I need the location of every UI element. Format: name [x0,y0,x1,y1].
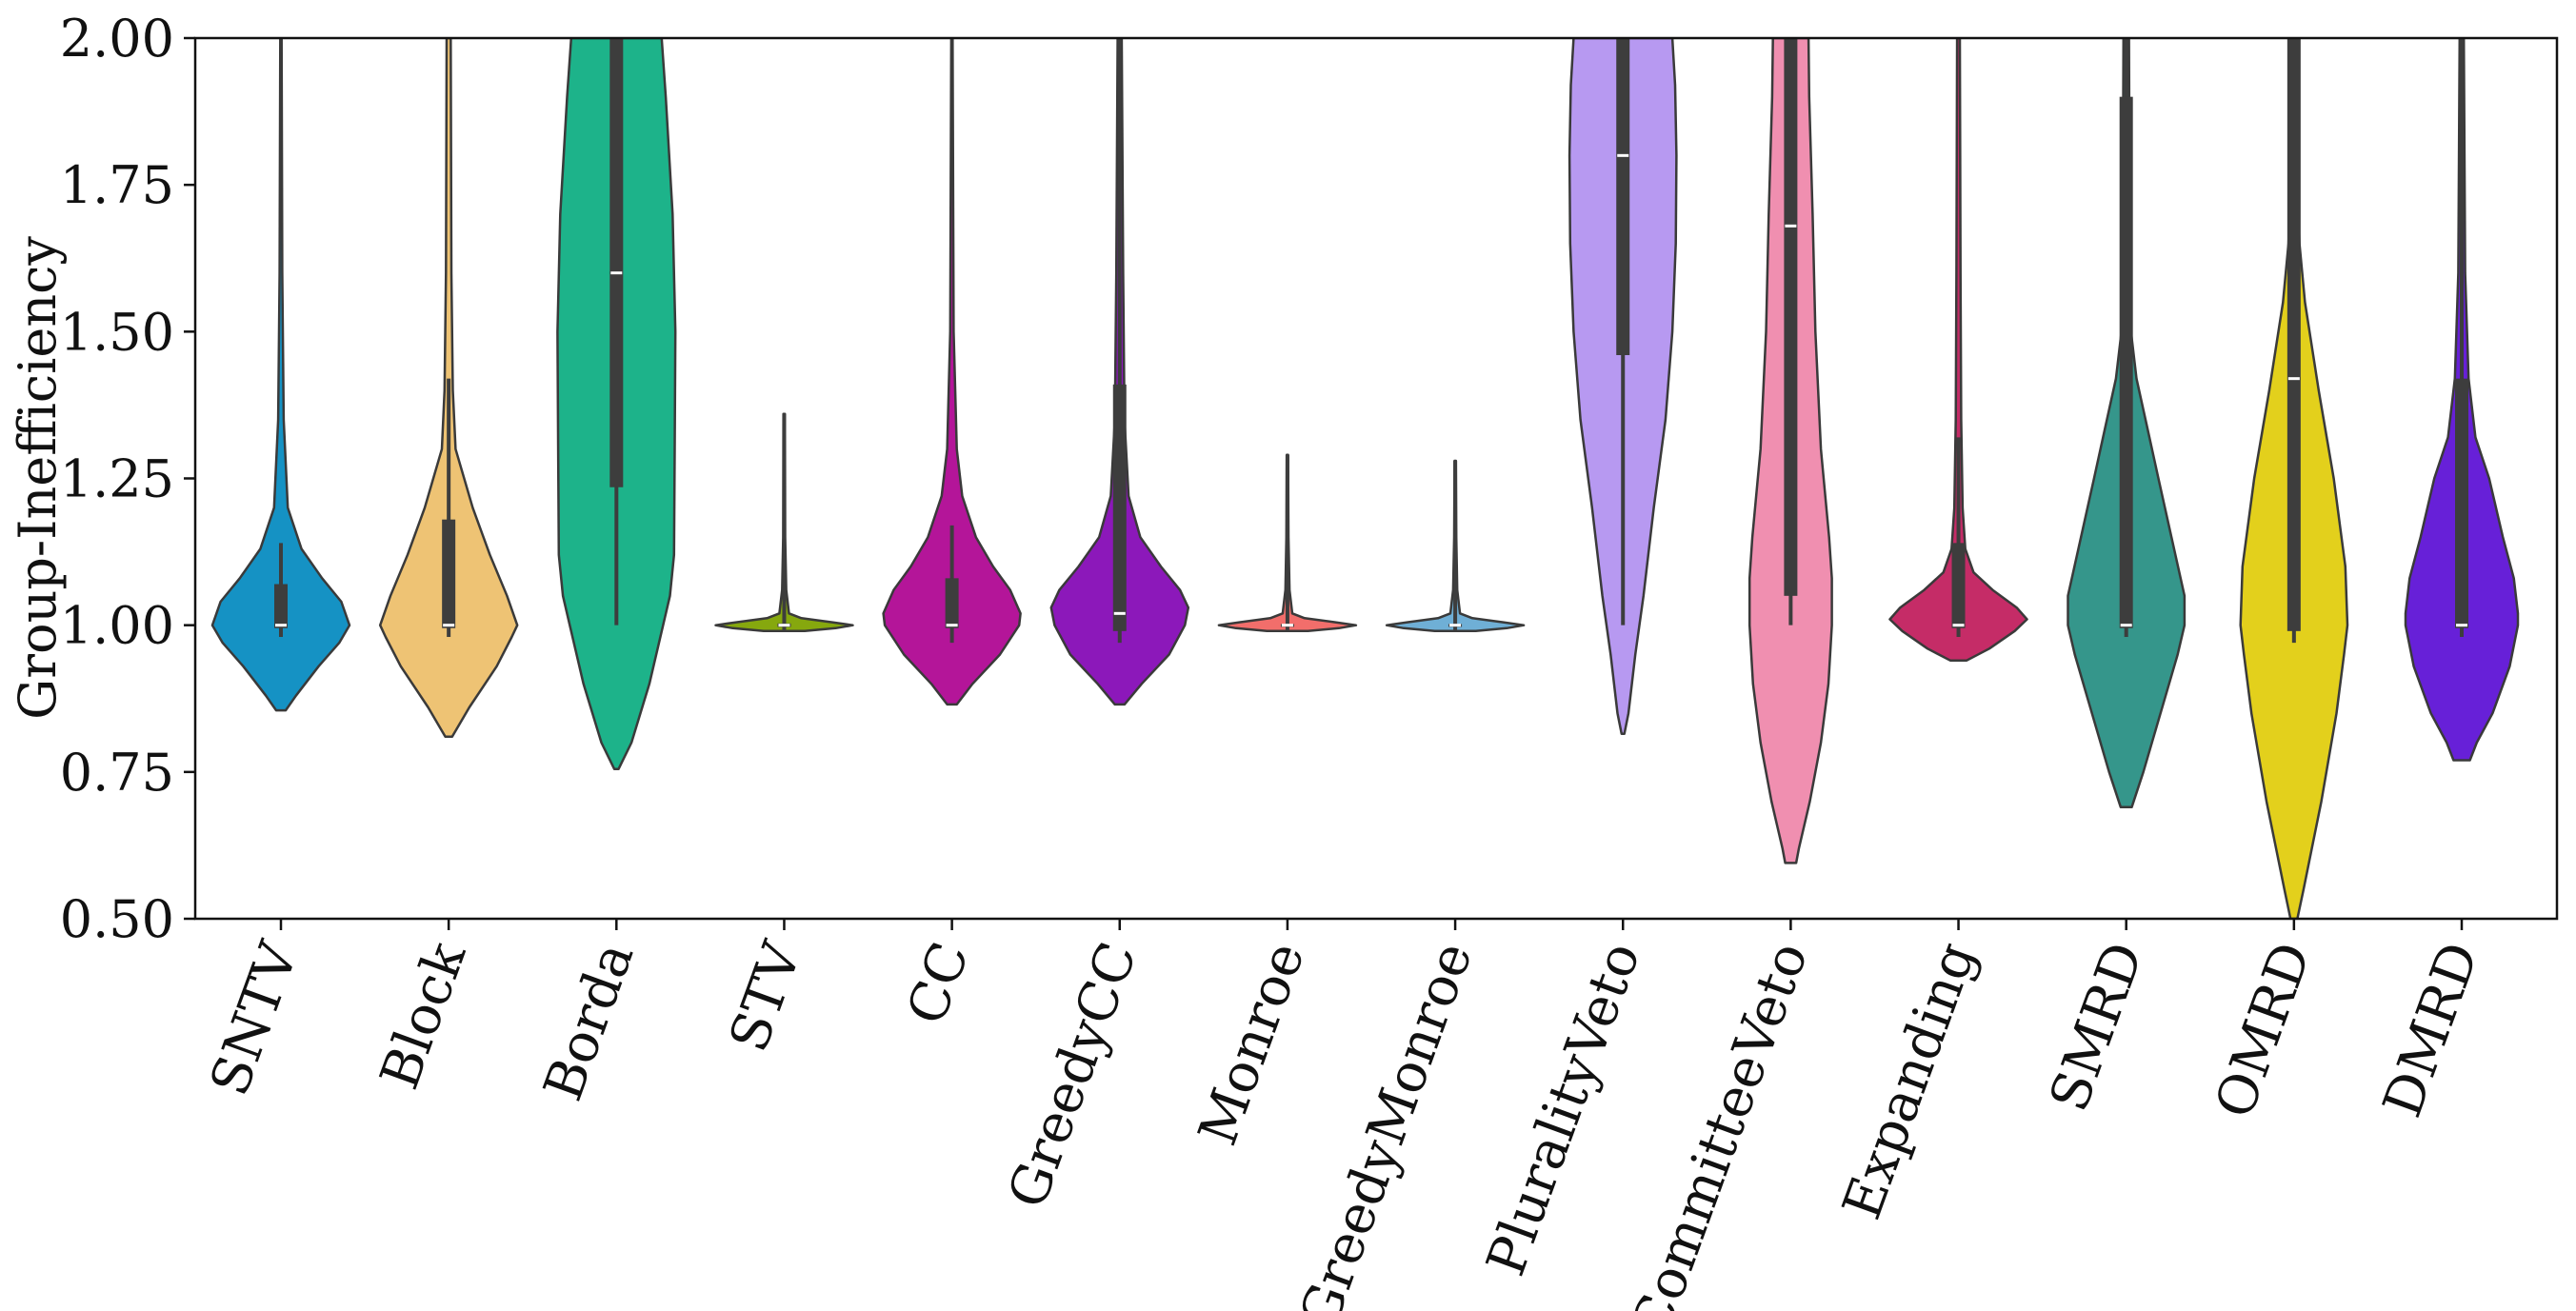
violin-cc [882,38,1022,706]
violin-iqr-box [442,519,456,628]
y-axis-title: Group-Inefficiency [8,236,68,720]
violin-iqr-box [1616,38,1630,355]
x-tick-label: SNTV [199,933,311,1103]
x-tick-label: SMRD [2038,935,2156,1120]
violin-iqr-box [945,578,959,628]
violin-iqr-box [2455,378,2468,628]
violin-iqr-box [2286,38,2301,631]
y-tick-label: 1.75 [60,155,174,215]
violin-sntv [210,38,351,712]
plot-frame [193,36,2559,921]
violin-layer [210,38,2520,919]
x-tick-label: Block [369,934,479,1098]
x-tick-label: OMRD [2204,935,2324,1126]
y-axis: 0.50 0.75 1.00 1.25 1.50 1.75 2.00 [60,9,195,949]
x-tick-label: CC [895,935,981,1033]
x-axis: SNTV Block Borda STV CC GreedyCC MonroeGreedyM… [199,919,2491,1311]
violin-expanding [1888,38,2028,662]
x-tick-label: PluralityVeto [1475,935,1652,1284]
x-tick-label: Monroe [1187,935,1317,1154]
violin-group [210,38,2520,919]
y-tick-label: 2.00 [60,9,174,69]
x-tick-label: Borda [532,935,647,1109]
x-tick-label: GreedyMonroe [1288,935,1485,1311]
violin-iqr-box [1951,543,1966,628]
x-tick-label: GreedyCC [996,935,1149,1217]
x-tick-label: CommitteeVeto [1620,935,1820,1311]
y-tick-label: 0.75 [60,743,174,803]
y-tick-label: 1.50 [60,302,174,362]
violin-iqr-box [2119,96,2133,628]
x-tick-label: Expanding [1831,935,1988,1227]
violin-iqr-box [1112,384,1127,631]
y-tick-label: 1.00 [60,596,174,656]
y-tick-label: 1.25 [60,449,174,509]
x-tick-label: DMRD [2371,935,2491,1125]
y-tick-label: 0.50 [60,889,174,949]
violin-iqr-box [274,584,288,628]
x-tick-label: STV [718,933,814,1060]
violin-iqr-box [609,38,624,487]
violin-iqr-box [1784,38,1798,596]
